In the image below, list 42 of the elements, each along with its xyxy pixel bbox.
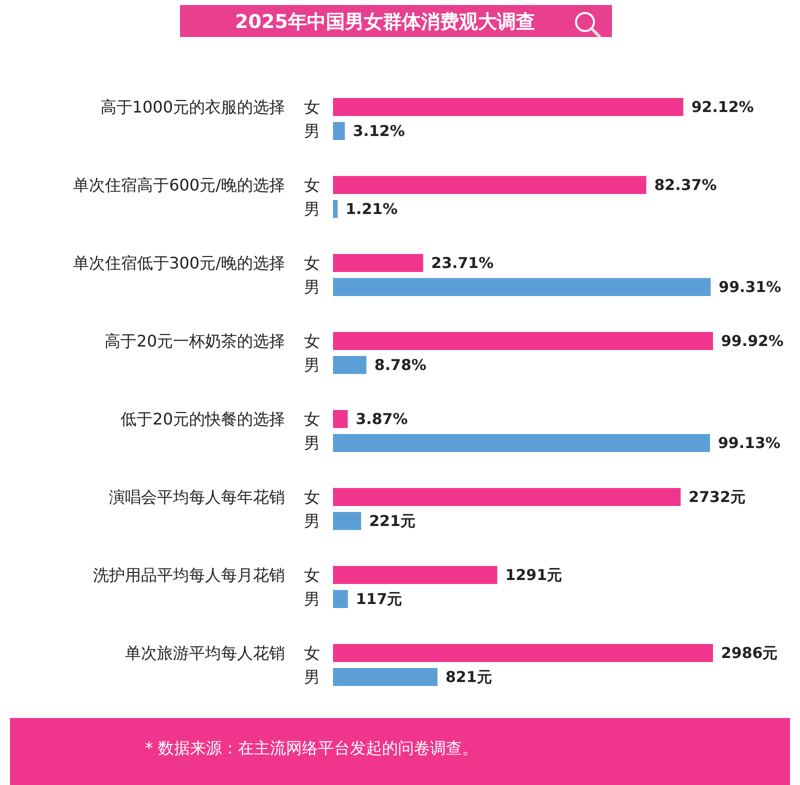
text: 女 [304, 644, 320, 662]
series-label: 女 [304, 98, 320, 116]
series-label: 女 [304, 488, 320, 506]
data-label: 117元 [356, 590, 402, 608]
y-tick-label: 单次住宿高于600元/晚的选择 [73, 176, 285, 194]
text: 男 [304, 278, 320, 296]
text: 女 [304, 410, 320, 428]
y-tick-label: 高于1000元的衣服的选择 [100, 98, 285, 116]
data-label: 821元 [445, 668, 492, 686]
text: 男 [304, 434, 320, 452]
y-tick-label: 演唱会平均每人每年花销 [109, 488, 285, 506]
series-label: 男 [304, 122, 320, 140]
y-tick-label: 单次住宿低于300元/晚的选择 [73, 254, 285, 272]
data-label: 23.71% [431, 254, 494, 272]
data-label: 221元 [369, 512, 416, 530]
data-label: 1.21% [346, 200, 398, 218]
chart-title: 2025年中国男女群体消费观大调查 [235, 11, 535, 33]
text: * 数据来源：在主流网络平台发起的问卷调查。 [145, 738, 478, 758]
text: 男 [304, 200, 320, 218]
data-label: 2732元 [688, 488, 746, 506]
data-label: 1291元 [505, 566, 562, 584]
y-tick-label: 洗护用品平均每人每月花销 [93, 566, 285, 584]
text: 女 [304, 566, 320, 584]
y-tick-label: 单次旅游平均每人花销 [125, 644, 285, 662]
text: 男 [304, 356, 320, 374]
data-label: 99.13% [718, 434, 780, 452]
series-label: 男 [304, 512, 320, 530]
data-label: 92.12% [691, 98, 754, 116]
data-label: 82.37% [654, 176, 717, 194]
y-tick-label: 高于20元一杯奶茶的选择 [104, 332, 285, 350]
data-label: 99.31% [718, 278, 782, 296]
text: 男 [304, 668, 320, 686]
text: 女 [304, 176, 320, 194]
data-label: 2986元 [721, 644, 778, 662]
data-label: 99.92% [721, 332, 784, 350]
text: 女 [304, 254, 320, 272]
y-tick-label: 低于20元的快餐的选择 [120, 410, 285, 428]
data-label: 8.78% [374, 356, 426, 374]
data-label: 3.12% [352, 122, 405, 140]
text: 女 [304, 332, 320, 350]
data-label: 3.87% [356, 410, 408, 428]
text: 男 [304, 590, 320, 608]
